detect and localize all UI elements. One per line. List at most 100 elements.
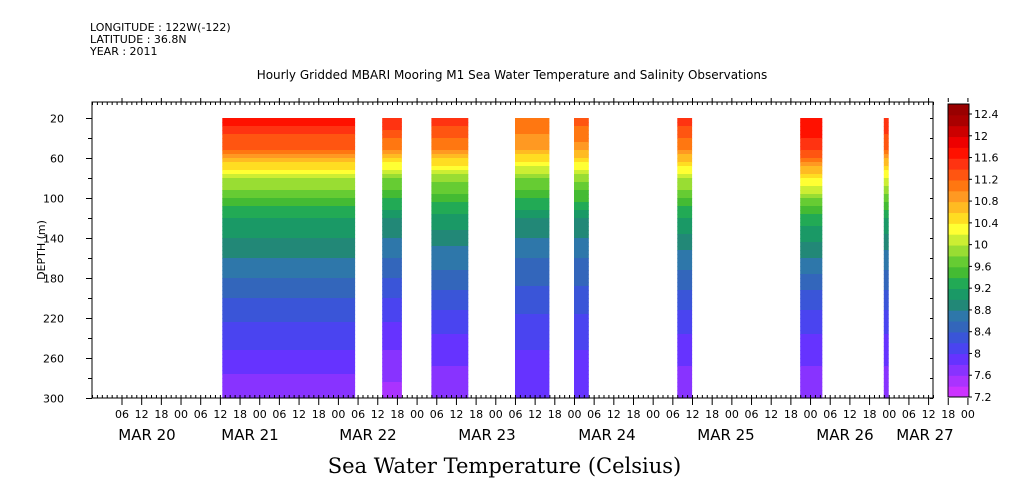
data-cell [883, 346, 889, 351]
data-cell [515, 230, 550, 235]
data-cell [800, 290, 823, 295]
data-cell [574, 130, 589, 135]
data-cell [382, 218, 402, 223]
data-cell [382, 298, 402, 303]
data-cell [431, 154, 469, 159]
data-cell [574, 274, 589, 279]
data-cell [677, 142, 693, 147]
colorbar-label: 12 [974, 130, 988, 143]
data-cell [382, 286, 402, 291]
data-cell [515, 210, 550, 215]
data-cell [800, 158, 823, 163]
data-cell [800, 130, 823, 135]
x-date-label: MAR 25 [697, 426, 754, 444]
data-cell [800, 330, 823, 335]
data-cell [800, 222, 823, 227]
data-cell [382, 290, 402, 295]
x-tick-label: 06 [666, 408, 680, 421]
x-tick-label: 06 [587, 408, 601, 421]
data-cell [677, 214, 693, 219]
data-cell [883, 150, 889, 155]
data-cell [382, 270, 402, 275]
data-cell [574, 326, 589, 331]
data-cell [800, 250, 823, 255]
colorbar-swatch [948, 104, 969, 116]
data-cell [883, 262, 889, 267]
data-cell [222, 150, 356, 155]
data-cell [574, 286, 589, 291]
data-cell [431, 286, 469, 291]
data-cell [431, 306, 469, 311]
data-cell [677, 294, 693, 299]
data-cell [515, 346, 550, 351]
data-cell [222, 254, 356, 259]
x-date-label: MAR 23 [458, 426, 515, 444]
data-cell [883, 314, 889, 319]
data-cell [382, 350, 402, 355]
data-cell [800, 198, 823, 203]
data-cell [431, 338, 469, 343]
colorbar-label: 8.4 [974, 326, 992, 339]
colorbar-swatch [948, 375, 969, 387]
data-cell [515, 338, 550, 343]
data-cell [677, 246, 693, 251]
data-cell [883, 274, 889, 279]
data-cell [883, 378, 889, 383]
x-tick-label: 18 [941, 408, 955, 421]
data-cell [431, 202, 469, 207]
data-cell [574, 342, 589, 347]
data-cell [222, 142, 356, 147]
data-cell [515, 302, 550, 307]
data-cell [431, 322, 469, 327]
data-cell [382, 226, 402, 231]
data-cell [574, 250, 589, 255]
colorbar-label: 7.6 [974, 369, 992, 382]
data-cell [222, 218, 356, 223]
x-tick-label: 18 [626, 408, 640, 421]
data-cell [515, 294, 550, 299]
data-cell [574, 150, 589, 155]
data-cell [800, 218, 823, 223]
data-cell [574, 258, 589, 263]
data-cell [800, 394, 823, 399]
data-cell [515, 178, 550, 183]
data-cell [515, 342, 550, 347]
data-segment [382, 118, 402, 399]
data-cell [574, 146, 589, 151]
data-cell [883, 214, 889, 219]
data-cell [431, 134, 469, 139]
data-cell [515, 318, 550, 323]
data-cell [222, 122, 356, 127]
x-tick-label: 12 [449, 408, 463, 421]
data-cell [515, 162, 550, 167]
data-cell [431, 210, 469, 215]
data-cell [515, 126, 550, 131]
data-cell [800, 150, 823, 155]
data-cell [677, 162, 693, 167]
data-cell [222, 158, 356, 163]
data-cell [574, 182, 589, 187]
data-cell [515, 266, 550, 271]
data-cell [222, 346, 356, 351]
colorbar-frame [947, 103, 970, 398]
colorbar-label: 8.8 [974, 304, 992, 317]
data-segment [431, 118, 469, 399]
data-cell [431, 314, 469, 319]
data-cell [800, 390, 823, 395]
data-cell [431, 394, 469, 399]
data-cell [382, 242, 402, 247]
x-tick-label: 00 [567, 408, 581, 421]
data-cell [515, 242, 550, 247]
data-cell [222, 174, 356, 179]
data-cell [883, 250, 889, 255]
data-cell [382, 154, 402, 159]
data-cell [677, 394, 693, 399]
data-cell [574, 218, 589, 223]
data-cell [382, 378, 402, 383]
data-cell [574, 322, 589, 327]
data-cell [800, 170, 823, 175]
data-cell [883, 198, 889, 203]
data-cell [431, 294, 469, 299]
data-cell [677, 342, 693, 347]
